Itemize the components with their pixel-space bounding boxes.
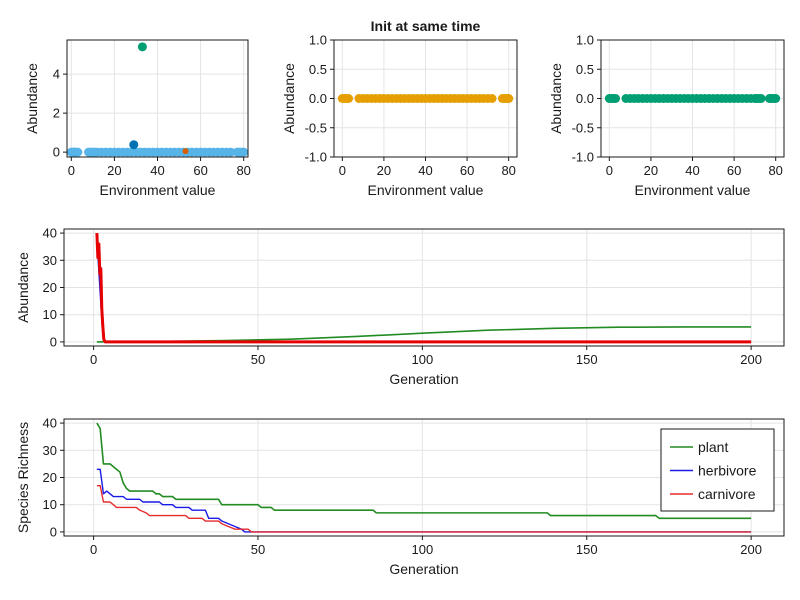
x-tick-label: 150 (576, 542, 598, 557)
y-tick-label: 40 (43, 416, 57, 431)
y-tick-label: -1.0 (305, 150, 327, 165)
x-tick-label: 40 (418, 163, 432, 178)
y-tick-label: 0.5 (576, 62, 594, 77)
x-tick-label: 20 (644, 163, 658, 178)
x-tick-label: 150 (576, 352, 598, 367)
series-line-series-2 (95, 233, 752, 344)
x-tick-label: 0 (90, 352, 97, 367)
scatter-point (344, 94, 354, 103)
y-tick-label: 30 (43, 253, 57, 268)
chart-panel-top-left: 0 20 40 60 80 0 2 4 Environment value Abundance (24, 39, 251, 198)
legend-entry-plant: plant (698, 439, 728, 455)
data-layer (95, 233, 752, 344)
scatter-point (239, 147, 248, 157)
y-tick-label: 10 (43, 497, 57, 512)
scatter-point (137, 42, 147, 52)
x-tick-label: 100 (412, 542, 434, 557)
scatter-point (756, 94, 766, 103)
x-tick-label: 60 (727, 163, 741, 178)
y-axis-label: Species Richness (15, 422, 31, 533)
y-tick-label: 2 (53, 106, 60, 121)
x-tick-label: 60 (460, 163, 474, 178)
y-tick-label: 10 (43, 307, 57, 322)
axis-ticks: 0 20 40 60 80 -1.0 -0.5 0.0 0.5 1.0 (305, 33, 516, 179)
panels: 0 20 40 60 80 0 2 4 Environment value Abundance 0 2… (15, 18, 785, 577)
y-tick-label: 1.0 (576, 33, 594, 48)
y-tick-label: 40 (43, 226, 57, 241)
scatter-point (771, 94, 781, 103)
x-tick-label: 20 (107, 163, 121, 178)
axis-ticks: 0 50 100 150 200 0 10 20 30 40 (43, 416, 762, 557)
y-tick-label: 1.0 (309, 33, 327, 48)
scatter-point (611, 94, 621, 103)
series-line-plant (96, 422, 752, 520)
x-tick-label: 80 (768, 163, 782, 178)
data-layer (604, 94, 781, 103)
chart-panel-bottom: 0 50 100 150 200 0 10 20 30 40 Generation Species R… (15, 416, 785, 577)
y-tick-label: 4 (53, 67, 60, 82)
x-tick-label: 20 (377, 163, 391, 178)
data-layer (67, 42, 248, 157)
y-tick-label: 0.0 (309, 91, 327, 106)
y-tick-label: 0.0 (576, 91, 594, 106)
x-axis-label: Environment value (100, 182, 216, 198)
data-layer (96, 422, 752, 533)
chart-panel-top-middle: 0 20 40 60 80 -1.0 -0.5 0.0 0.5 1.0 Environment va… (281, 18, 518, 198)
y-tick-label: -0.5 (572, 120, 594, 135)
scatter-point (73, 147, 83, 157)
legend: plant herbivore carnivore (660, 428, 775, 512)
y-axis-label: Abundance (15, 252, 31, 323)
x-tick-label: 200 (740, 542, 762, 557)
x-tick-label: 0 (90, 542, 97, 557)
chart-panel-top-right: 0 20 40 60 80 -1.0 -0.5 0.0 0.5 1.0 Environment va… (548, 33, 785, 198)
y-tick-label: 0.5 (309, 62, 327, 77)
y-axis-label: Abundance (548, 63, 564, 134)
y-tick-label: -0.5 (305, 120, 327, 135)
x-tick-label: 50 (251, 542, 265, 557)
y-tick-label: 0 (50, 524, 57, 539)
x-tick-label: 40 (685, 163, 699, 178)
x-axis-label: Generation (389, 561, 458, 577)
x-axis-label: Generation (389, 371, 458, 387)
scatter-point (487, 94, 497, 103)
x-tick-label: 60 (193, 163, 207, 178)
y-tick-label: 20 (43, 470, 57, 485)
chart-panel-middle: 0 50 100 150 200 0 10 20 30 40 Generation Abundance (15, 226, 785, 387)
axis-ticks: 0 20 40 60 80 0 2 4 (53, 67, 251, 178)
axis-ticks: 0 50 100 150 200 0 10 20 30 40 (43, 226, 762, 367)
data-layer (337, 94, 514, 103)
x-axis-label: Environment value (368, 182, 484, 198)
y-axis-label: Abundance (281, 63, 297, 134)
series-line-herbivore (96, 468, 752, 533)
y-tick-label: 0 (50, 334, 57, 349)
y-tick-label: -1.0 (572, 150, 594, 165)
chart-title: Init at same time (371, 18, 481, 34)
x-tick-label: 80 (236, 163, 250, 178)
y-tick-label: 0 (53, 145, 60, 160)
x-tick-label: 100 (412, 352, 434, 367)
scatter-point (129, 140, 139, 150)
legend-entry-carnivore: carnivore (698, 486, 756, 502)
axis-ticks: 0 20 40 60 80 -1.0 -0.5 0.0 0.5 1.0 (572, 33, 783, 179)
scatter-point (226, 147, 236, 157)
x-tick-label: 0 (68, 163, 75, 178)
y-tick-label: 30 (43, 443, 57, 458)
x-tick-label: 40 (150, 163, 164, 178)
series-line-carnivore (96, 484, 752, 533)
y-tick-label: 20 (43, 280, 57, 295)
x-tick-label: 80 (501, 163, 515, 178)
x-tick-label: 0 (339, 163, 346, 178)
scatter-point (182, 148, 189, 155)
scatter-point (504, 94, 514, 103)
y-axis-label: Abundance (24, 63, 40, 134)
legend-entry-herbivore: herbivore (698, 463, 757, 479)
x-tick-label: 0 (606, 163, 613, 178)
x-tick-label: 50 (251, 352, 265, 367)
x-axis-label: Environment value (635, 182, 751, 198)
x-tick-label: 200 (740, 352, 762, 367)
